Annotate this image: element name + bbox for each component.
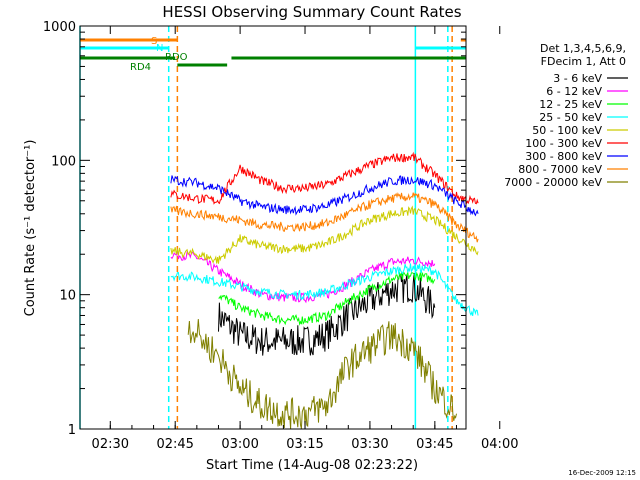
plot-frame — [79, 25, 467, 430]
y-axis-label: Count Rate (s⁻¹ detector⁻¹) — [23, 140, 38, 317]
x-axis-label: Start Time (14-Aug-08 02:23:22) — [206, 458, 418, 473]
x-tick-label-6: 04:00 — [481, 437, 518, 452]
x-tick-label-3: 03:15 — [286, 437, 323, 452]
legend-label-4: 50 - 100 keV — [532, 124, 602, 137]
y-tick-label-2: 100 — [51, 154, 76, 169]
legend-label-7: 800 - 7000 keV — [518, 163, 602, 176]
flag-label-rd4: RD4 — [130, 62, 151, 73]
legend-label-3: 25 - 50 keV — [539, 111, 602, 124]
series-line-4 — [170, 205, 479, 264]
series-line-5 — [170, 151, 479, 206]
observing-flags: SN RD4 RDO — [79, 26, 466, 429]
series-line-1 — [170, 250, 436, 304]
chart-title: HESSI Observing Summary Count Rates — [162, 3, 461, 21]
series-line-6 — [170, 175, 479, 217]
footer-timestamp: 16-Dec-2009 12:15 — [568, 469, 636, 477]
series-line-2 — [218, 271, 436, 326]
x-tick-label-0: 02:30 — [92, 437, 129, 452]
y-tick-label-3: 1000 — [43, 20, 76, 35]
legend-header-1: Det 1,3,4,5,6,9, — [540, 42, 626, 55]
legend-label-0: 3 - 6 keV — [553, 72, 602, 85]
legend-label-8: 7000 - 20000 keV — [504, 176, 602, 189]
legend-label-1: 6 - 12 keV — [546, 85, 602, 98]
flag-label-s: S — [151, 36, 157, 47]
flag-label-n: N — [156, 43, 163, 54]
y-tick-label-1: 10 — [59, 289, 76, 304]
legend-header-2: FDecim 1, Att 0 — [541, 55, 626, 68]
legend-label-5: 100 - 300 keV — [525, 137, 602, 150]
axes: 02:30 02:45 03:00 03:15 03:30 03:45 04:00 1 10 10… — [43, 20, 519, 452]
series-lines — [170, 151, 479, 430]
x-tick-label-5: 03:45 — [416, 437, 453, 452]
y-tick-label-0: 1 — [68, 423, 76, 438]
x-tick-label-2: 03:00 — [221, 437, 258, 452]
series-line-7 — [170, 192, 479, 243]
flag-label-rdo: RDO — [165, 52, 188, 63]
legend-label-2: 12 - 25 keV — [539, 98, 602, 111]
x-tick-label-4: 03:30 — [351, 437, 388, 452]
legend-label-6: 300 - 800 keV — [525, 150, 602, 163]
series-line-3 — [170, 263, 479, 317]
series-line-8 — [187, 319, 457, 430]
x-tick-label-1: 02:45 — [156, 437, 193, 452]
